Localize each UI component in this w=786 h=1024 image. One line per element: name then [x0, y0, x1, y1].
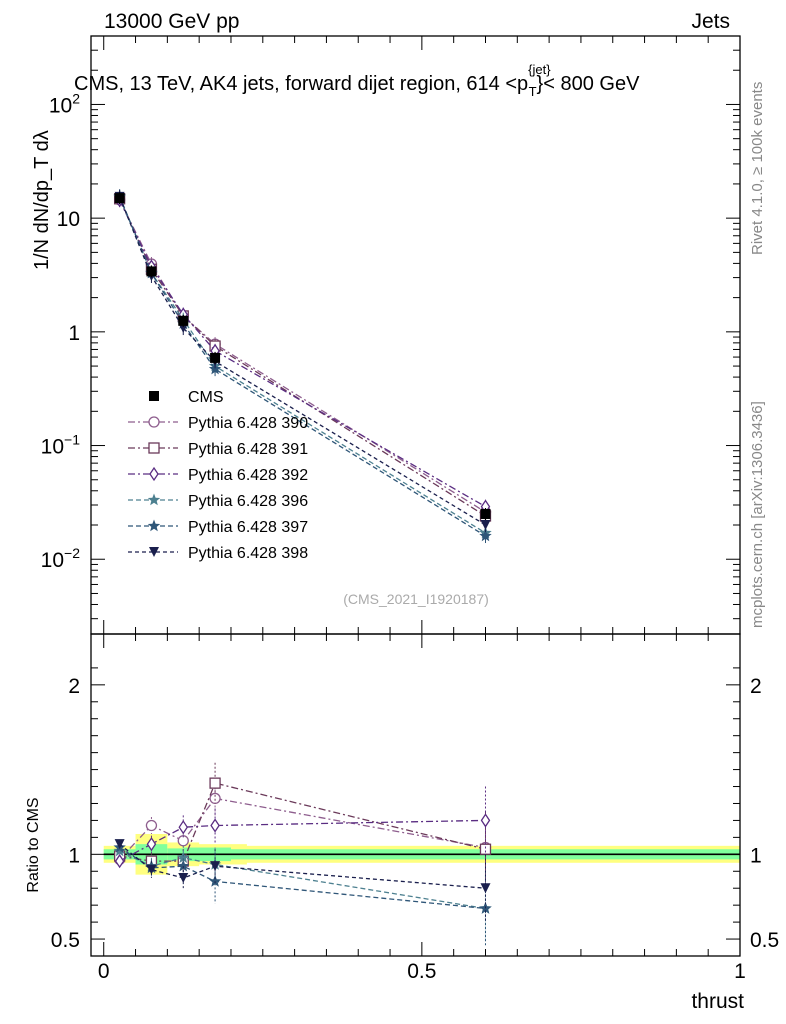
main-panel	[113, 189, 492, 544]
legend-marker-0	[148, 416, 160, 428]
legend-marker-3	[147, 493, 161, 506]
main-ylabel: 1/N dN/dp_T dλ	[31, 130, 53, 270]
legend-marker-1	[148, 442, 160, 454]
ratio-ytick-label-right: 0.5	[750, 929, 779, 952]
ratio-point	[114, 853, 125, 869]
ratio-panel	[103, 762, 740, 946]
plot-title-main: CMS, 13 TeV, AK4 jets, forward dijet reg…	[74, 73, 528, 95]
ratio-frame	[90, 633, 741, 957]
xtick-label: 0.5	[407, 960, 436, 983]
ratio-ytick-label-right: 2	[750, 675, 762, 698]
ratio-point	[146, 836, 157, 852]
data-point	[480, 508, 491, 519]
legend-marker-5	[149, 547, 159, 557]
series-point	[208, 362, 222, 375]
ratio-point	[177, 859, 190, 872]
plot-title-sub: T	[529, 84, 537, 99]
main-ytick-label: 10−1	[41, 432, 81, 459]
energy-label: 13000 GeV pp	[104, 10, 239, 33]
ratio-line-4	[119, 846, 486, 910]
legend-label-2: Pythia 6.428 392	[188, 467, 308, 484]
ratio-ytick-label: 0.5	[51, 929, 80, 952]
xtick-label: 1	[734, 960, 746, 983]
legend: CMS Pythia 6.428 390 Pythia 6.428 391 Pythi…	[128, 389, 308, 562]
ratio-ytick-label: 1	[68, 844, 80, 867]
main-ytick-label: 1	[68, 322, 80, 345]
ratio-point	[479, 843, 492, 855]
ratio-point	[210, 818, 220, 833]
ratio-point	[178, 873, 189, 884]
legend-label-4: Pythia 6.428 397	[188, 519, 308, 536]
series-line-0	[119, 199, 486, 513]
rivet-label: Rivet 4.1.0, ≥ 100k events	[749, 82, 766, 255]
legend-marker-4	[147, 519, 161, 532]
plot-title: CMS, 13 TeV, AK4 jets, forward dijet reg…	[74, 62, 640, 99]
xtick-label: 0	[98, 960, 110, 983]
series-point	[479, 529, 492, 542]
series-line-5	[118, 196, 486, 526]
ratio-point	[178, 820, 189, 835]
ratio-point	[209, 777, 221, 789]
legend-label-1: Pythia 6.428 391	[188, 441, 308, 458]
data-point	[178, 315, 189, 326]
data-point	[146, 266, 157, 277]
legend-label-0: Pythia 6.428 390	[188, 415, 308, 432]
ratio-point	[480, 883, 491, 894]
watermark: (CMS_2021_I1920187)	[343, 591, 489, 607]
plot-title-end: }< 800 GeV	[537, 73, 641, 95]
data-point	[210, 352, 221, 363]
ratio-ytick-label-right: 1	[750, 844, 762, 867]
data-point	[114, 193, 125, 204]
plot-title-sup: {jet}	[528, 62, 551, 77]
legend-marker-data	[149, 391, 159, 401]
ratio-point	[480, 813, 491, 828]
legend-label-3: Pythia 6.428 396	[188, 493, 308, 510]
ratio-point	[114, 839, 125, 850]
series-line-2	[119, 199, 486, 508]
legend-label-data: CMS	[188, 389, 224, 406]
x-axis-label: thrust	[691, 990, 744, 1013]
ratio-point	[145, 819, 158, 832]
series-point	[480, 520, 491, 531]
main-ytick-label: 102	[49, 90, 80, 117]
main-ytick-label: 10−2	[41, 545, 81, 572]
ratio-point	[146, 864, 157, 875]
ratio-ylabel: Ratio to CMS	[25, 797, 42, 892]
mcplots-label: mcplots.cern.ch [arXiv:1306.3436]	[749, 401, 766, 628]
ratio-point	[208, 874, 222, 887]
ratio-point	[210, 861, 221, 872]
ratio-ytick-label: 2	[68, 675, 80, 698]
jets-label: Jets	[691, 10, 730, 33]
legend-label-5: Pythia 6.428 398	[188, 545, 308, 562]
main-ytick-label: 10	[57, 208, 80, 231]
series-line-4	[118, 195, 486, 537]
legend-marker-2	[149, 466, 159, 482]
ratio-point	[177, 851, 190, 863]
